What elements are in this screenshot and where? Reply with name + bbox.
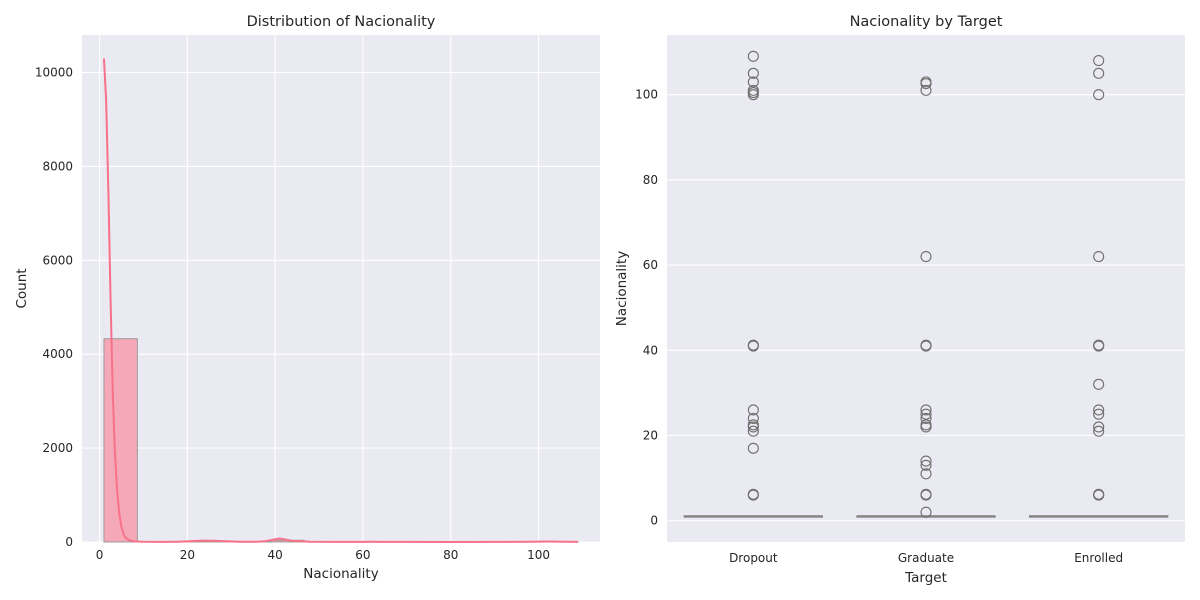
kde-curve — [102, 58, 579, 543]
outlier-point — [1093, 67, 1105, 79]
x-tick-label: 100 — [527, 548, 550, 562]
outlier-point — [1093, 408, 1105, 420]
histogram-y-axis-label: Count — [14, 268, 30, 308]
histogram-x-axis-label: Nacionality — [303, 566, 378, 582]
x-tick-label: 40 — [268, 548, 283, 562]
boxplot-panel: Dropout Graduate Enrolled 0 20 40 60 80 100 Nac… — [614, 14, 1185, 586]
outlier-point — [920, 506, 932, 518]
boxplot-x-axis-label: Target — [904, 570, 947, 586]
outlier-point — [747, 404, 759, 416]
outlier-point — [747, 442, 759, 454]
outlier-point — [920, 408, 932, 420]
y-tick-label: 10000 — [35, 66, 73, 80]
outlier-point — [920, 468, 932, 480]
y-tick-label: 40 — [643, 343, 658, 357]
outlier-point — [920, 489, 932, 501]
x-tick-label: Graduate — [898, 551, 954, 565]
boxplot-y-axis-label: Nacionality — [614, 251, 630, 326]
y-tick-label: 8000 — [42, 159, 73, 173]
outlier-point — [1093, 378, 1105, 390]
histogram-y-tick-labels: 0 2000 4000 6000 8000 10000 — [35, 66, 73, 549]
outlier-point — [1093, 425, 1105, 437]
y-tick-label: 6000 — [42, 253, 73, 267]
outlier-point — [920, 404, 932, 416]
boxplot-plot-area — [667, 35, 1185, 542]
y-tick-label: 80 — [643, 173, 658, 187]
x-tick-label: Dropout — [729, 551, 778, 565]
outlier-point — [1093, 55, 1105, 67]
outlier-point — [920, 250, 932, 263]
outlier-point — [747, 412, 759, 424]
boxplot-y-tick-labels: 0 20 40 60 80 100 — [635, 88, 658, 528]
y-tick-label: 100 — [635, 88, 658, 102]
histogram-x-tick-labels: 0 20 40 60 80 100 — [96, 548, 550, 562]
outlier-point — [747, 67, 759, 79]
y-tick-label: 0 — [650, 514, 658, 528]
outlier-point — [920, 455, 932, 467]
x-tick-label: 80 — [443, 548, 458, 562]
x-tick-label: 60 — [355, 548, 370, 562]
outlier-point — [920, 459, 932, 471]
outlier-point — [747, 89, 759, 101]
histogram-panel: 0 20 40 60 80 100 0 2000 4000 6000 8000 10000 Dist… — [14, 14, 600, 582]
boxplot-boxes — [683, 50, 1169, 518]
outlier-point — [920, 421, 932, 433]
outlier-point — [747, 76, 759, 88]
outlier-point — [1093, 250, 1105, 263]
outlier-point — [1093, 340, 1105, 352]
outlier-point — [920, 412, 932, 424]
x-tick-label: 0 — [96, 548, 104, 562]
outlier-point — [1093, 421, 1105, 433]
histogram-grid — [82, 35, 600, 543]
outlier-point — [1093, 404, 1105, 416]
boxplot-x-tick-labels: Dropout Graduate Enrolled — [729, 551, 1123, 565]
y-tick-label: 0 — [65, 535, 73, 549]
outlier-point — [747, 489, 759, 501]
outlier-point — [1093, 489, 1105, 501]
y-tick-label: 4000 — [42, 347, 73, 361]
outlier-point — [1093, 89, 1105, 101]
y-tick-label: 2000 — [42, 441, 73, 455]
x-tick-label: Enrolled — [1074, 551, 1123, 565]
y-tick-label: 60 — [643, 258, 658, 272]
outlier-point — [747, 50, 759, 62]
histogram-title: Distribution of Nacionality — [247, 14, 436, 30]
histogram-bar — [103, 338, 138, 543]
outlier-point — [747, 340, 759, 352]
outlier-point — [920, 78, 932, 90]
outlier-point — [920, 340, 932, 352]
x-tick-label: 20 — [180, 548, 195, 562]
outlier-point — [920, 84, 932, 96]
outlier-point — [747, 425, 759, 437]
outlier-point — [747, 421, 759, 433]
boxplot-title: Nacionality by Target — [850, 14, 1003, 30]
histogram-plot-area — [82, 35, 600, 542]
y-tick-label: 20 — [643, 428, 658, 442]
